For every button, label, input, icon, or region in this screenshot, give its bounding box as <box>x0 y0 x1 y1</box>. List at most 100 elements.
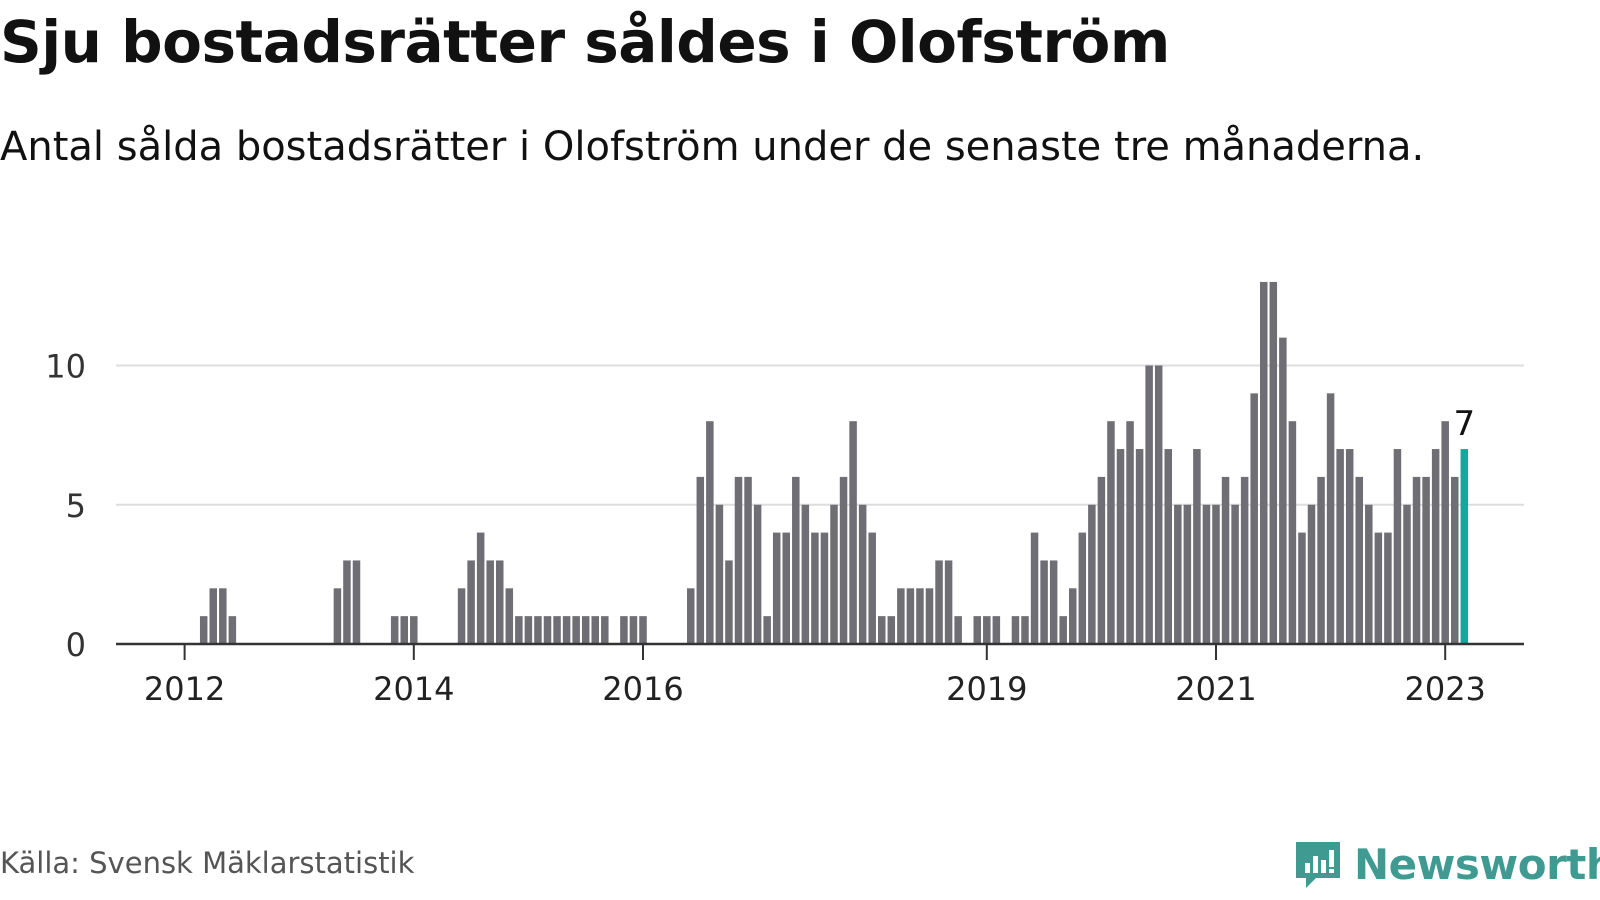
bar <box>505 588 514 644</box>
bar <box>1030 532 1039 644</box>
bar <box>1451 476 1459 644</box>
bar <box>1040 560 1048 644</box>
bar <box>687 588 695 644</box>
bar <box>562 616 571 644</box>
x-tick-label: 2023 <box>1404 670 1485 708</box>
bar <box>1422 476 1430 644</box>
x-tick-label: 2012 <box>144 670 225 708</box>
x-tick-label: 2019 <box>946 670 1027 708</box>
bar <box>811 532 819 644</box>
bar <box>543 616 552 644</box>
bar <box>1231 504 1239 644</box>
bar <box>390 616 399 644</box>
bar <box>352 560 361 644</box>
bar <box>906 588 915 644</box>
source-note: Källa: Svensk Mäklarstatistik <box>0 846 415 880</box>
bar <box>199 616 208 644</box>
bar <box>228 616 237 644</box>
bar-highlight <box>1460 449 1469 644</box>
bar <box>897 588 905 644</box>
bar <box>1317 476 1325 644</box>
bar <box>457 588 466 644</box>
bar <box>1336 449 1344 644</box>
chart-title: Sju bostadsrätter såldes i Olofström <box>0 8 1170 76</box>
bar <box>1345 449 1354 644</box>
bar <box>706 421 714 644</box>
bar <box>1279 337 1287 644</box>
bar <box>1145 365 1153 644</box>
bar <box>1212 504 1220 644</box>
bar <box>1355 476 1363 644</box>
bar <box>992 616 1001 644</box>
bar <box>581 616 590 644</box>
bar <box>1288 421 1297 644</box>
bar <box>410 616 418 644</box>
bar <box>534 616 542 644</box>
bar <box>868 532 876 644</box>
bar <box>849 421 857 644</box>
bar <box>1135 449 1144 644</box>
bar <box>935 560 943 644</box>
bar <box>801 504 810 644</box>
x-tick-label: 2016 <box>602 670 683 708</box>
bar <box>839 476 848 644</box>
bar <box>333 588 342 644</box>
bar <box>1154 365 1163 644</box>
chart-subtitle: Antal sålda bostadsrätter i Olofström un… <box>0 124 1425 170</box>
bar <box>1116 449 1125 644</box>
bar <box>1078 532 1087 644</box>
bar <box>973 616 981 644</box>
bar <box>696 476 705 644</box>
bar <box>925 588 934 644</box>
highlight-data-label: 7 <box>1453 404 1475 444</box>
bar <box>983 616 991 644</box>
bar <box>734 476 743 644</box>
bar <box>1011 616 1020 644</box>
bar <box>400 616 408 644</box>
bar <box>343 560 351 644</box>
bar <box>1365 504 1373 644</box>
bar <box>1441 421 1449 644</box>
bar <box>1403 504 1411 644</box>
bar <box>1221 476 1230 644</box>
bar <box>887 616 896 644</box>
bar <box>1088 504 1096 644</box>
bar <box>1326 393 1335 644</box>
bar <box>792 476 800 644</box>
bar <box>1069 588 1077 644</box>
bar <box>1174 504 1182 644</box>
bar <box>572 616 580 644</box>
bar <box>1107 421 1115 644</box>
bar <box>715 504 724 644</box>
bar <box>1393 449 1402 644</box>
bar <box>763 616 771 644</box>
x-tick-label: 2021 <box>1175 670 1256 708</box>
bar <box>1164 449 1172 644</box>
bar <box>209 588 217 644</box>
bar <box>944 560 953 644</box>
bar <box>1384 532 1392 644</box>
bar <box>1126 421 1134 644</box>
bar <box>772 532 781 644</box>
bar <box>1431 449 1440 644</box>
bar <box>858 504 867 644</box>
bar <box>1049 560 1058 644</box>
bar <box>1193 449 1201 644</box>
bar <box>553 616 561 644</box>
bar <box>1059 616 1067 644</box>
bar <box>1260 281 1268 644</box>
bar <box>1202 504 1211 644</box>
bar <box>744 476 752 644</box>
bar <box>591 616 599 644</box>
bar <box>1021 616 1029 644</box>
bar <box>1097 476 1106 644</box>
bar <box>620 616 628 644</box>
bar <box>782 532 790 644</box>
bar <box>753 504 762 644</box>
bar <box>515 616 523 644</box>
bar <box>629 616 638 644</box>
bar <box>1307 504 1316 644</box>
bar <box>1412 476 1421 644</box>
bar <box>1298 532 1306 644</box>
